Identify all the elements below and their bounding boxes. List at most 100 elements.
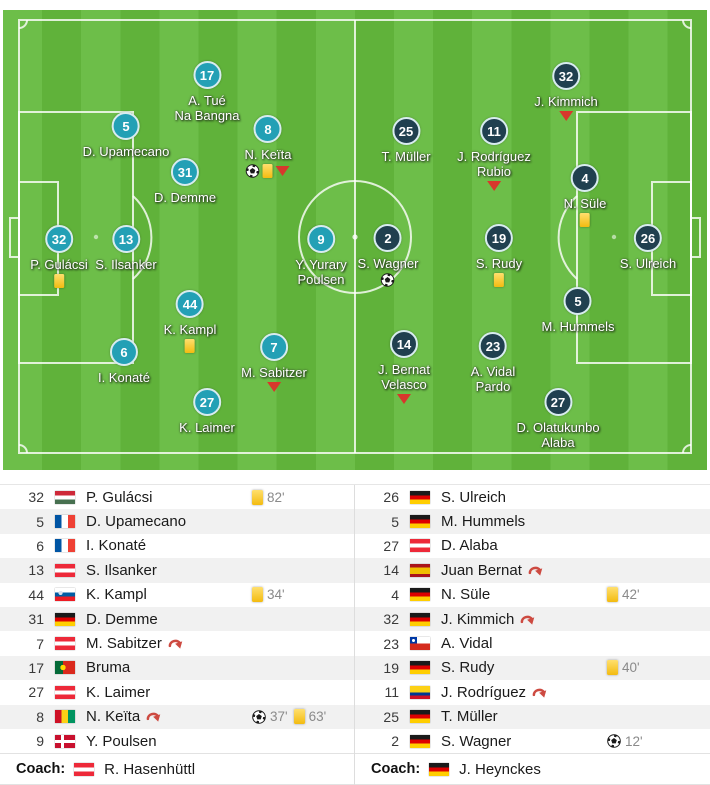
pitch-player[interactable]: 6 I. Konaté bbox=[98, 338, 150, 389]
player-number: 32 bbox=[28, 489, 44, 506]
player-row[interactable]: 4 N. Süle 42' bbox=[355, 583, 710, 607]
pitch-player[interactable]: 14 J. Bernat Velasco bbox=[378, 330, 430, 404]
pitch-player[interactable]: 44 K. Kampl bbox=[163, 290, 217, 353]
player-number-circle: 19 bbox=[485, 224, 513, 252]
sub-down-icon bbox=[276, 166, 290, 176]
goal-icon bbox=[252, 709, 266, 724]
player-row[interactable]: 5 M. Hummels bbox=[355, 509, 710, 534]
corner-arc bbox=[18, 19, 28, 29]
player-number: 13 bbox=[118, 231, 134, 247]
pitch-player[interactable]: 9 Y. Yurary Poulsen bbox=[295, 225, 347, 291]
corner-arc bbox=[682, 444, 692, 454]
player-row[interactable]: 32 P. Gulácsi 82' bbox=[0, 485, 354, 509]
pitch-player[interactable]: 7 M. Sabitzer bbox=[241, 333, 307, 392]
pitch-player[interactable]: 4 N. Süle bbox=[564, 164, 606, 227]
player-number: 23 bbox=[485, 338, 501, 354]
player-name: S. Ilsanker bbox=[95, 257, 157, 272]
goal-icon bbox=[246, 164, 260, 178]
pitch-player[interactable]: 27 D. Olatukunbo Alaba bbox=[516, 388, 600, 454]
player-name: P. Gulácsi bbox=[86, 488, 153, 506]
pitch-player[interactable]: 5 M. Hummels bbox=[542, 287, 614, 338]
player-number: 5 bbox=[36, 513, 44, 530]
player-row[interactable]: 44 K. Kampl 34' bbox=[0, 583, 354, 607]
pitch-player[interactable]: 32 J. Kimmich bbox=[534, 62, 598, 121]
player-row[interactable]: 25 T. Müller bbox=[355, 704, 710, 729]
event: 42' bbox=[607, 587, 640, 603]
player-row[interactable]: 5 D. Upamecano bbox=[0, 509, 354, 534]
player-number: 44 bbox=[182, 296, 198, 312]
player-number: 23 bbox=[383, 635, 399, 652]
player-name: K. Kampl bbox=[163, 322, 217, 337]
pitch-player[interactable]: 8 N. Keïta bbox=[245, 115, 291, 178]
player-number-circle: 26 bbox=[633, 224, 662, 252]
sub-down-icon bbox=[486, 181, 501, 191]
right-goal bbox=[690, 217, 701, 258]
pitch-player[interactable]: 13 S. Ilsanker bbox=[95, 225, 157, 276]
pitch-player[interactable]: 26 S. Ulreich bbox=[620, 224, 676, 275]
player-number-circle: 13 bbox=[111, 225, 140, 253]
player-row[interactable]: 14 Juan Bernat bbox=[355, 558, 710, 583]
player-row[interactable]: 13 S. Ilsanker bbox=[0, 558, 354, 583]
player-name: S. Rudy bbox=[441, 659, 495, 677]
player-number-circle: 32 bbox=[44, 225, 73, 253]
event: 12' bbox=[607, 734, 643, 749]
player-number: 2 bbox=[384, 230, 392, 246]
pitch-player[interactable]: 27 K. Laimer bbox=[179, 388, 235, 439]
player-events: 40' bbox=[607, 660, 640, 676]
player-events: 82' bbox=[252, 489, 285, 505]
player-name: Juan Bernat bbox=[441, 561, 522, 579]
player-row[interactable]: 8 N. Keïta 37' 63' bbox=[0, 704, 354, 729]
player-row[interactable]: 23 A. Vidal bbox=[355, 631, 710, 655]
pitch-player[interactable]: 31 D. Demme bbox=[154, 158, 216, 209]
player-row[interactable]: 7 M. Sabitzer bbox=[0, 631, 354, 655]
event-minute: 34' bbox=[267, 587, 285, 603]
pitch-player[interactable]: 32 P. Gulácsi bbox=[30, 225, 88, 288]
player-name: S. Ulreich bbox=[619, 256, 677, 271]
player-event-icons bbox=[494, 273, 504, 287]
pitch-player[interactable]: 19 S. Rudy bbox=[476, 224, 522, 287]
pitch-player[interactable]: 25 T. Müller bbox=[381, 117, 431, 168]
pitch-player[interactable]: 17 A. Tué Na Bangna bbox=[174, 61, 240, 127]
player-name: D. Demme bbox=[86, 610, 158, 628]
sub-down-icon bbox=[559, 111, 573, 121]
player-row[interactable]: 9 Y. Poulsen bbox=[0, 729, 354, 753]
player-name: S. Rudy bbox=[475, 256, 523, 271]
player-number: 7 bbox=[270, 339, 278, 355]
player-row[interactable]: 31 D. Demme bbox=[0, 606, 354, 632]
player-event-icons bbox=[267, 382, 281, 392]
player-name: A. Vidal Pardo bbox=[470, 364, 516, 394]
player-number-circle: 31 bbox=[171, 158, 199, 186]
player-row[interactable]: 17 Bruma bbox=[0, 655, 354, 681]
player-row[interactable]: 6 I. Konaté bbox=[0, 534, 354, 558]
nationality-flag bbox=[55, 637, 75, 651]
player-event-icons bbox=[246, 164, 290, 178]
pitch-player[interactable]: 5 D. Upamecano bbox=[83, 112, 169, 163]
player-row[interactable]: 11 J. Rodríguez bbox=[355, 680, 710, 704]
player-name: J. Kimmich bbox=[441, 610, 515, 628]
player-number-circle: 32 bbox=[552, 62, 580, 90]
player-row[interactable]: 2 S. Wagner 12' bbox=[355, 729, 710, 753]
pitch-player[interactable]: 11 J. Rodríguez Rubio bbox=[457, 117, 531, 191]
player-name: K. Kampl bbox=[86, 586, 147, 604]
event-minute: 12' bbox=[625, 733, 643, 749]
player-row[interactable]: 27 D. Alaba bbox=[355, 534, 710, 558]
player-number: 5 bbox=[122, 118, 130, 134]
sub-down-icon bbox=[267, 382, 281, 392]
player-row[interactable]: 19 S. Rudy 40' bbox=[355, 655, 710, 681]
nationality-flag bbox=[74, 762, 95, 776]
sub-out-icon bbox=[168, 637, 183, 652]
player-number-circle: 8 bbox=[254, 115, 282, 143]
player-event-icons bbox=[559, 111, 573, 121]
pitch-player[interactable]: 23 A. Vidal Pardo bbox=[470, 332, 516, 398]
player-number: 5 bbox=[574, 293, 582, 309]
player-row[interactable]: 26 S. Ulreich bbox=[355, 485, 710, 509]
pitch-player[interactable]: 2 S. Wagner bbox=[358, 224, 418, 287]
player-row[interactable]: 27 K. Laimer bbox=[0, 680, 354, 704]
nationality-flag bbox=[55, 515, 75, 529]
player-name: K. Laimer bbox=[86, 683, 151, 701]
player-row[interactable]: 32 J. Kimmich bbox=[355, 606, 710, 632]
player-number: 27 bbox=[550, 394, 566, 410]
left-penalty-spot bbox=[93, 234, 99, 240]
player-number-circle: 14 bbox=[390, 330, 418, 358]
yellow-card-icon bbox=[252, 587, 263, 603]
